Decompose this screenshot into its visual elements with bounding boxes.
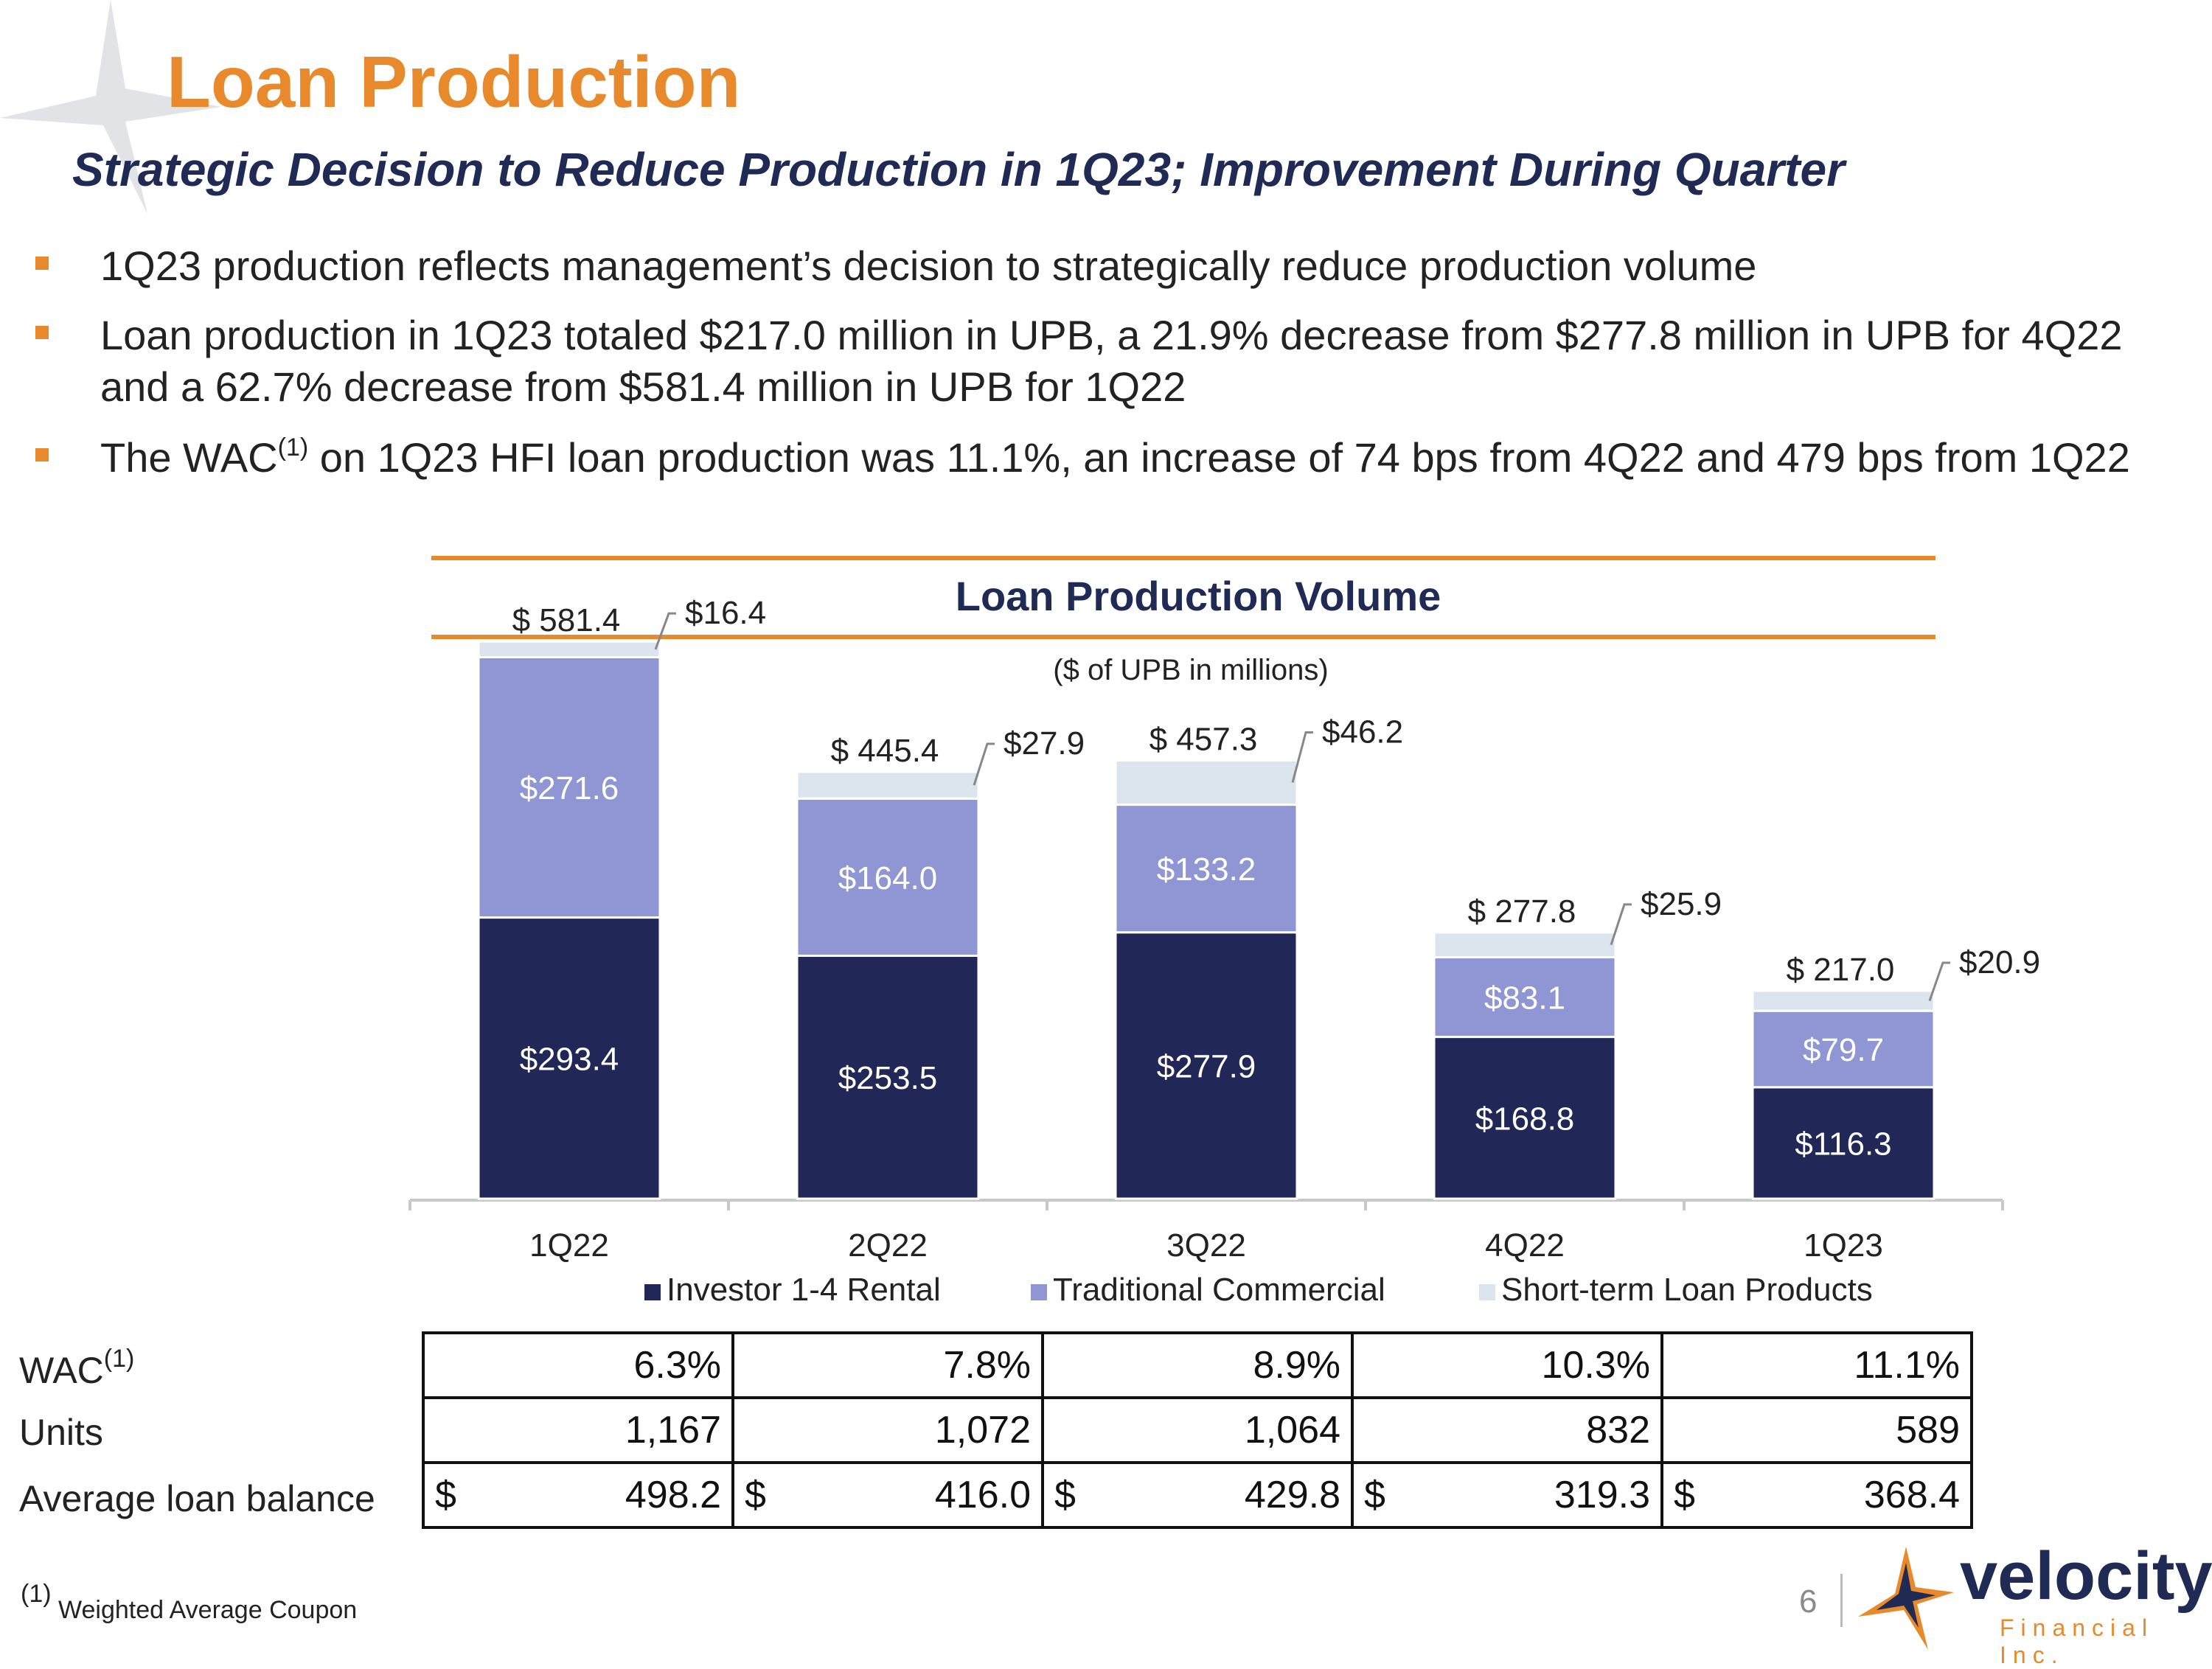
legend-label: Traditional Commercial	[1053, 1272, 1385, 1308]
table-cell: $429.8	[1041, 1461, 1354, 1529]
bar-value-label: $293.4	[520, 1041, 619, 1077]
bar-segment	[1751, 989, 1935, 1012]
bar-segment	[796, 797, 980, 957]
legend-label: Investor 1-4 Rental	[667, 1272, 941, 1308]
velocity-logo-star-icon	[1858, 1547, 1954, 1650]
loan-production-chart: Loan Production Volume ($ of UPB in mill…	[408, 556, 2040, 1308]
x-tick-label: 3Q22	[1166, 1227, 1246, 1264]
row-label-units: Units	[19, 1412, 103, 1453]
bar-value-label: $253.5	[838, 1060, 938, 1096]
bullet-text: Loan production in 1Q23 totaled $217.0 m…	[100, 312, 2123, 410]
chart-title: Loan Production Volume	[956, 573, 1441, 619]
bar-value-label: $133.2	[1157, 851, 1256, 888]
table-cell: 589	[1660, 1396, 1973, 1464]
bar-segment	[477, 656, 661, 919]
table-cell: 1,064	[1041, 1396, 1354, 1464]
table-cell: $498.2	[422, 1461, 734, 1529]
bar-segment	[477, 916, 661, 1200]
row-label-wac: WAC(1)	[19, 1345, 135, 1391]
footnote: (1) Weighted Average Coupon	[21, 1580, 358, 1624]
x-tick-label: 1Q23	[1804, 1227, 1883, 1264]
leader-line	[1291, 731, 1313, 783]
table-cell: 7.8%	[731, 1331, 1044, 1399]
bullet-square-icon	[35, 257, 49, 270]
bar-segment	[796, 770, 980, 800]
bar-value-label: $20.9	[1959, 944, 2040, 980]
bar-total-label: $ 445.4	[831, 733, 939, 769]
bar-value-label: $83.1	[1484, 980, 1565, 1017]
row-label-average-loan-balance: Average loan balance	[19, 1478, 375, 1519]
bullet-square-icon	[35, 448, 49, 461]
table-cell: $416.0	[731, 1461, 1044, 1529]
page-number-divider	[1840, 1574, 1843, 1627]
page-subtitle: Strategic Decision to Reduce Production …	[72, 143, 1845, 196]
bar-value-label: $79.7	[1803, 1032, 1884, 1068]
velocity-logo-wordmark: velocity	[1960, 1539, 2212, 1614]
leader-line	[973, 742, 995, 786]
legend-swatch	[1031, 1284, 1047, 1300]
table-cell: 10.3%	[1351, 1331, 1663, 1399]
table-cell: 1,167	[422, 1396, 734, 1464]
bar-value-label: $168.8	[1475, 1101, 1575, 1137]
page-title: Loan Production	[167, 41, 741, 122]
x-tick-label: 1Q22	[529, 1227, 609, 1264]
bar-value-label: $16.4	[685, 595, 766, 631]
table-cell: $368.4	[1660, 1461, 1973, 1529]
bar-segment	[1114, 759, 1298, 806]
bullet-text: The WAC(1) on 1Q23 HFI loan production w…	[100, 433, 2130, 481]
bar-segment	[1433, 956, 1617, 1039]
table-cell: 832	[1351, 1396, 1663, 1464]
table-cell: 11.1%	[1660, 1331, 1973, 1399]
bullet-text: 1Q23 production reflects management’s de…	[100, 243, 1757, 289]
bar-total-label: $ 277.8	[1468, 893, 1576, 930]
bar-value-label: $116.3	[1795, 1126, 1891, 1162]
bar-segment	[1114, 804, 1298, 934]
bar-value-label: $25.9	[1641, 886, 1722, 922]
chart-subtitle: ($ of UPB in millions)	[1053, 654, 1328, 686]
leader-line	[654, 612, 676, 650]
table-cell: $319.3	[1351, 1461, 1663, 1529]
leader-line	[1928, 961, 1950, 1002]
bar-value-label: $164.0	[838, 860, 938, 896]
legend-swatch	[1479, 1284, 1495, 1300]
bar-value-label: $27.9	[1004, 725, 1085, 762]
bar-segment	[1751, 1009, 1935, 1089]
velocity-logo-subtitle: Financial Inc.	[2000, 1614, 2154, 1668]
legend-label: Short-term Loan Products	[1501, 1272, 1873, 1308]
bar-value-label: $46.2	[1322, 714, 1403, 750]
decorative-star-icon	[0, 0, 221, 214]
table-cell: 6.3%	[422, 1331, 734, 1399]
table-cell: 1,072	[731, 1396, 1044, 1464]
table-row-units: 1,167 1,072 1,064 832 589	[422, 1396, 1973, 1464]
leader-line	[1610, 903, 1632, 946]
bar-segment	[1751, 1086, 1935, 1200]
table-row-average-loan-balance: $498.2 $416.0 $429.8 $319.3 $368.4	[422, 1461, 1973, 1529]
x-tick-label: 4Q22	[1485, 1227, 1565, 1264]
bar-segment	[1433, 1036, 1617, 1200]
bar-segment	[477, 640, 661, 658]
x-tick-label: 2Q22	[848, 1227, 928, 1264]
bar-segment	[1114, 931, 1298, 1200]
bar-total-label: $ 217.0	[1787, 952, 1895, 988]
bar-value-label: $271.6	[520, 770, 619, 806]
stats-table: 6.3% 7.8% 8.9% 10.3% 11.1% 1,167 1,072 1…	[422, 1331, 1973, 1529]
bar-total-label: $ 581.4	[512, 602, 621, 638]
legend-swatch	[644, 1284, 661, 1300]
bar-segment	[1433, 931, 1617, 959]
bar-total-label: $ 457.3	[1150, 722, 1258, 758]
table-cell: 8.9%	[1041, 1331, 1354, 1399]
bar-value-label: $277.9	[1157, 1048, 1256, 1084]
table-row-wac: 6.3% 7.8% 8.9% 10.3% 11.1%	[422, 1331, 1973, 1399]
page-number: 6	[1799, 1583, 1818, 1620]
bullet-square-icon	[35, 326, 49, 339]
